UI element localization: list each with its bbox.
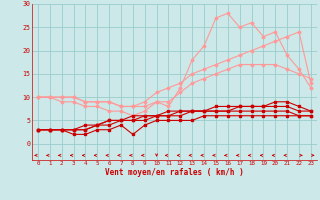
X-axis label: Vent moyen/en rafales ( km/h ): Vent moyen/en rafales ( km/h ) xyxy=(105,168,244,177)
